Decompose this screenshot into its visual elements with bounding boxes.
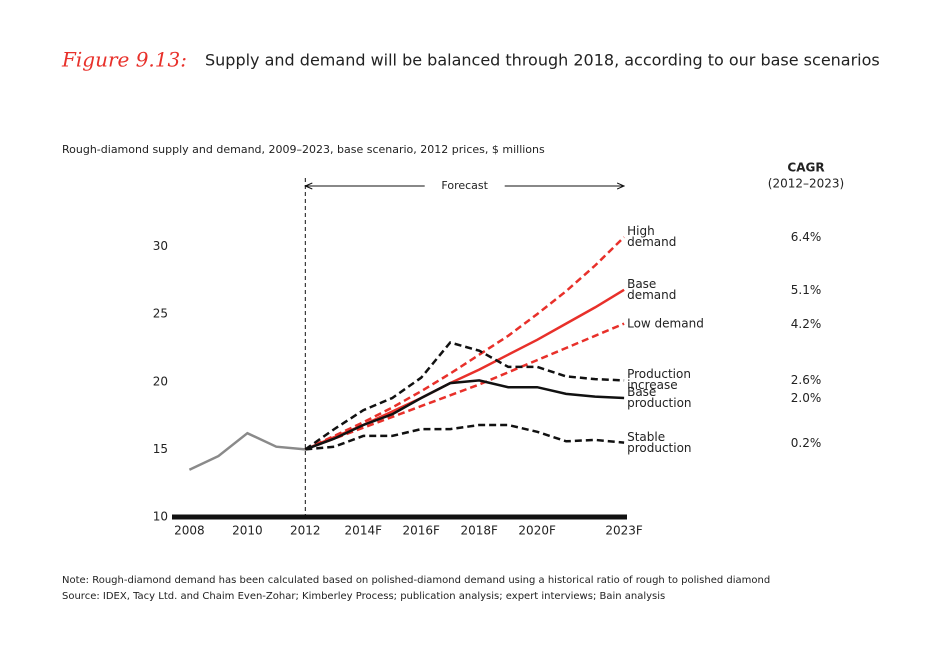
cagr-value: 5.1% xyxy=(790,282,822,297)
series-line xyxy=(304,236,625,451)
cagr-value: 4.2% xyxy=(790,316,822,331)
y-tick-label: 30 xyxy=(153,239,168,253)
cagr-value: 0.2% xyxy=(790,435,822,450)
x-tick-label: 2012 xyxy=(290,524,321,538)
x-tick-label: 2014F xyxy=(345,524,383,538)
subtitle: Rough-diamond supply and demand, 2009–20… xyxy=(62,143,545,156)
x-tick-label: 2023F xyxy=(605,524,643,538)
cagr-period: (2012–2023) xyxy=(768,177,844,191)
figure-label: Figure 9.13: xyxy=(61,48,187,72)
forecast-label: Forecast xyxy=(441,179,488,192)
y-tick-label: 15 xyxy=(153,442,168,456)
series-line xyxy=(304,322,625,451)
series-line xyxy=(304,341,625,451)
cagr-value: 2.0% xyxy=(790,390,822,405)
series-label: Low demand xyxy=(627,316,704,331)
series-label: Stable production xyxy=(627,429,692,455)
source: Source: IDEX, Tacy Ltd. and Chaim Even-Z… xyxy=(62,591,665,602)
cagr-value: 2.6% xyxy=(790,373,822,388)
series-label: High demand xyxy=(627,224,677,250)
x-tick-label: 2008 xyxy=(174,524,205,538)
note: Note: Rough-diamond demand has been calc… xyxy=(62,575,770,586)
y-tick-label: 10 xyxy=(153,510,168,524)
cagr-value: 6.4% xyxy=(790,230,822,245)
series-label: Production increase xyxy=(627,367,691,393)
series-label: Base demand xyxy=(627,276,677,302)
series-line xyxy=(304,288,625,451)
series-label: Base production xyxy=(627,384,692,410)
chart-title: Supply and demand will be balanced throu… xyxy=(205,51,880,70)
x-tick-label: 2020F xyxy=(518,524,556,538)
x-tick-label: 2016F xyxy=(403,524,441,538)
y-tick-label: 25 xyxy=(153,307,168,321)
series-line xyxy=(188,431,306,471)
x-tick-label: 2018F xyxy=(460,524,498,538)
series-line xyxy=(304,379,625,451)
y-tick-label: 20 xyxy=(153,374,168,388)
cagr-title: CAGR xyxy=(787,161,824,175)
x-tick-label: 2010 xyxy=(232,524,263,538)
